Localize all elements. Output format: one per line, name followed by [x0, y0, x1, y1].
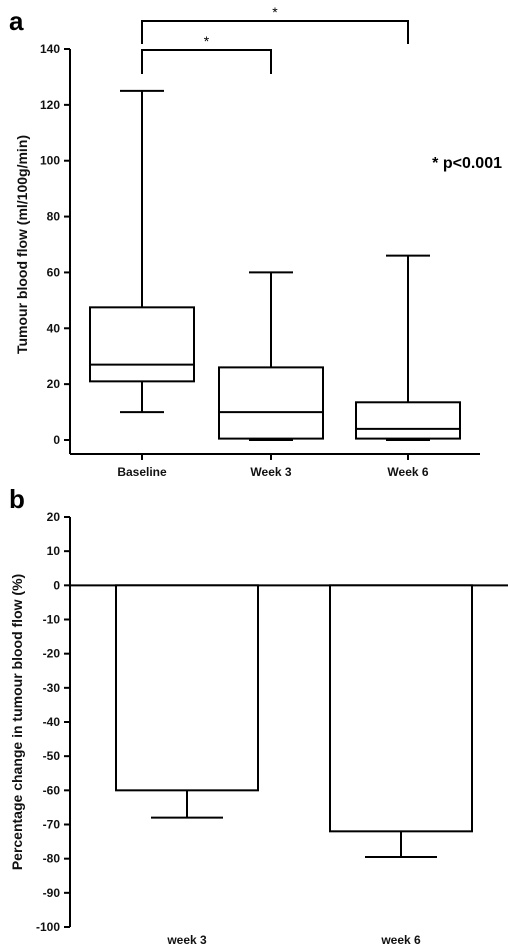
y-tick-label-b: -60 [43, 783, 61, 797]
y-tick-label-b: -10 [43, 613, 61, 627]
y-tick-label-b: -100 [36, 920, 60, 934]
y-tick-label-a: 100 [40, 154, 60, 168]
y-tick-label-a: 80 [47, 210, 61, 224]
y-tick-label-b: -90 [43, 886, 61, 900]
significance-star: * [272, 4, 278, 20]
y-tick-label-a: 40 [47, 321, 61, 335]
y-tick-label-b: -70 [43, 818, 61, 832]
y-tick-label-a: 0 [53, 433, 60, 447]
box-iqr [355, 401, 461, 440]
y-tick-label-b: -30 [43, 681, 61, 695]
y-axis-title-a: Tumour blood flow (ml/100g/min) [14, 135, 30, 354]
y-tick-label-a: 120 [40, 98, 60, 112]
y-tick-label-b: 0 [53, 578, 60, 592]
x-category-label-a: Week 6 [387, 465, 428, 479]
y-tick-label-b: 20 [47, 510, 61, 524]
y-tick-label-a: 60 [47, 265, 61, 279]
y-tick-label-b: 10 [47, 544, 61, 558]
y-tick-label-a: 140 [40, 42, 60, 56]
x-category-label-a: Week 3 [250, 465, 291, 479]
panel-b: b 20 10 0 -10 -20 -30 -40 -50 -60 -70 -80 -90 -100 wee… [9, 484, 508, 947]
panel-a-letter: a [9, 6, 24, 36]
significance-bracket [141, 49, 272, 74]
p-value-annotation: * p<0.001 [432, 155, 502, 172]
x-category-label-b: week 3 [166, 933, 207, 947]
bar [115, 584, 259, 792]
bar [329, 584, 473, 833]
box-iqr [218, 366, 324, 440]
box-iqr [89, 306, 195, 383]
y-axis-title-b: Percentage change in tumour blood flow (… [9, 574, 25, 870]
y-tick-label-b: -20 [43, 647, 61, 661]
y-tick-label-b: -50 [43, 749, 61, 763]
x-category-label-a: Baseline [117, 465, 167, 479]
y-tick-label-b: -40 [43, 715, 61, 729]
y-tick-label-b: -80 [43, 852, 61, 866]
y-tick-label-a: 20 [47, 377, 61, 391]
panel-b-letter: b [9, 484, 25, 514]
panel-a: a 0 20 40 60 80 100 120 140 Baseline Week 3 Week 6 T… [9, 4, 502, 479]
significance-star: * [204, 33, 210, 49]
significance-bracket [141, 20, 409, 44]
x-category-label-b: week 6 [380, 933, 421, 947]
